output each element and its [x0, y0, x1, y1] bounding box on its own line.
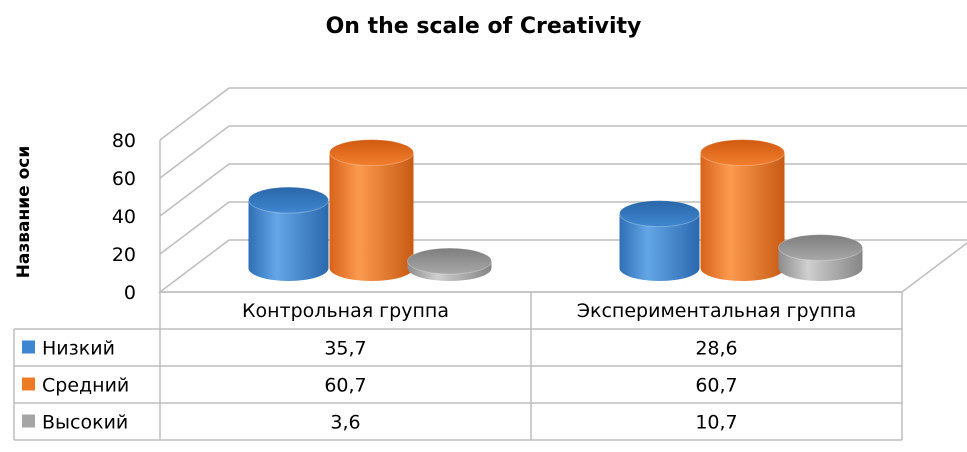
bar-top [778, 234, 863, 262]
y-tick-label: 60 [112, 168, 136, 190]
category-label: Экспериментальная группа [577, 300, 857, 322]
bar-top [700, 139, 785, 167]
category-label: Контрольная группа [242, 300, 449, 322]
bar-body [248, 200, 329, 281]
legend-swatch [22, 414, 35, 428]
legend-label: Низкий [42, 338, 115, 360]
gridline [159, 125, 967, 179]
data-label: 28,6 [695, 338, 737, 360]
bar-body [700, 152, 785, 281]
bar-top [329, 139, 414, 167]
bar [407, 247, 492, 281]
data-label: 35,7 [324, 338, 366, 360]
bar-top [248, 186, 329, 214]
bar [778, 234, 863, 281]
data-label: 60,7 [324, 375, 366, 397]
legend-label: Высокий [42, 412, 128, 434]
bar-top [619, 200, 700, 228]
y-tick-label: 0 [124, 282, 136, 304]
chart-title: On the scale of Creativity [325, 14, 642, 39]
bar-body [619, 213, 700, 281]
bar [700, 139, 785, 281]
y-tick-label: 40 [112, 206, 136, 228]
legend-swatch [22, 340, 35, 354]
gridline [159, 87, 967, 141]
bar [329, 139, 414, 281]
bar [619, 200, 700, 281]
legend-swatch [22, 377, 35, 391]
bar [248, 186, 329, 281]
y-tick-label: 20 [112, 244, 136, 266]
data-label: 10,7 [695, 412, 737, 434]
legend-label: Средний [42, 375, 129, 397]
bar-top [407, 247, 492, 275]
y-tick-label: 80 [112, 130, 136, 152]
bar-body [329, 152, 414, 281]
data-label: 60,7 [695, 375, 737, 397]
data-label: 3,6 [330, 412, 360, 434]
